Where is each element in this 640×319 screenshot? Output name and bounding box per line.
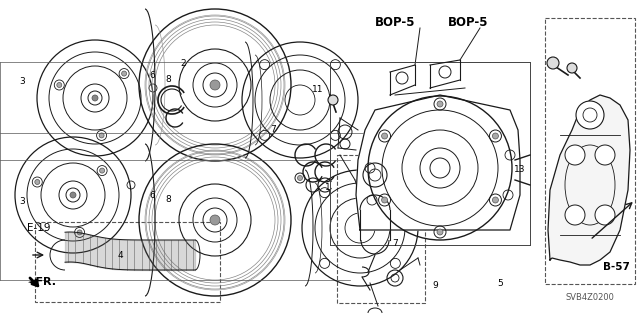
Text: 8: 8 <box>165 76 171 85</box>
Bar <box>545 18 635 284</box>
Text: SVB4Z0200: SVB4Z0200 <box>566 293 614 302</box>
Circle shape <box>437 229 443 235</box>
Circle shape <box>57 83 62 87</box>
Text: BOP-5: BOP-5 <box>448 16 488 28</box>
Text: 11: 11 <box>312 85 324 94</box>
Circle shape <box>328 95 338 105</box>
Text: 7: 7 <box>392 239 398 248</box>
Text: 4: 4 <box>117 251 123 261</box>
Text: B-57: B-57 <box>603 262 629 272</box>
Circle shape <box>381 197 388 203</box>
Circle shape <box>92 95 98 101</box>
Polygon shape <box>548 95 630 265</box>
Bar <box>337 155 425 303</box>
Circle shape <box>565 145 585 165</box>
Circle shape <box>576 101 604 129</box>
Text: 5: 5 <box>497 278 503 287</box>
Text: 6: 6 <box>149 70 155 79</box>
Text: 3: 3 <box>19 78 25 86</box>
Circle shape <box>381 133 388 139</box>
Circle shape <box>70 192 76 198</box>
Text: 8: 8 <box>165 196 171 204</box>
Circle shape <box>567 63 577 73</box>
Circle shape <box>35 180 40 184</box>
Circle shape <box>565 205 585 225</box>
Text: 13: 13 <box>515 166 525 174</box>
Text: 7: 7 <box>270 125 276 135</box>
Circle shape <box>492 133 499 139</box>
Circle shape <box>100 168 104 173</box>
Circle shape <box>298 175 303 181</box>
Circle shape <box>595 205 615 225</box>
Circle shape <box>210 80 220 90</box>
Polygon shape <box>356 95 520 230</box>
Text: 2: 2 <box>180 60 186 69</box>
Circle shape <box>492 197 499 203</box>
Text: 6: 6 <box>149 190 155 199</box>
Circle shape <box>122 71 127 76</box>
Circle shape <box>77 230 82 235</box>
Text: ◄FR.: ◄FR. <box>28 277 57 287</box>
Circle shape <box>437 101 443 107</box>
Circle shape <box>547 57 559 69</box>
Circle shape <box>99 133 104 138</box>
Text: E-19: E-19 <box>27 223 51 233</box>
Text: 3: 3 <box>19 197 25 206</box>
Text: 9: 9 <box>432 280 438 290</box>
Circle shape <box>210 215 220 225</box>
Bar <box>35 222 220 302</box>
Text: 1: 1 <box>325 183 331 192</box>
Circle shape <box>595 145 615 165</box>
Text: BOP-5: BOP-5 <box>375 16 415 28</box>
